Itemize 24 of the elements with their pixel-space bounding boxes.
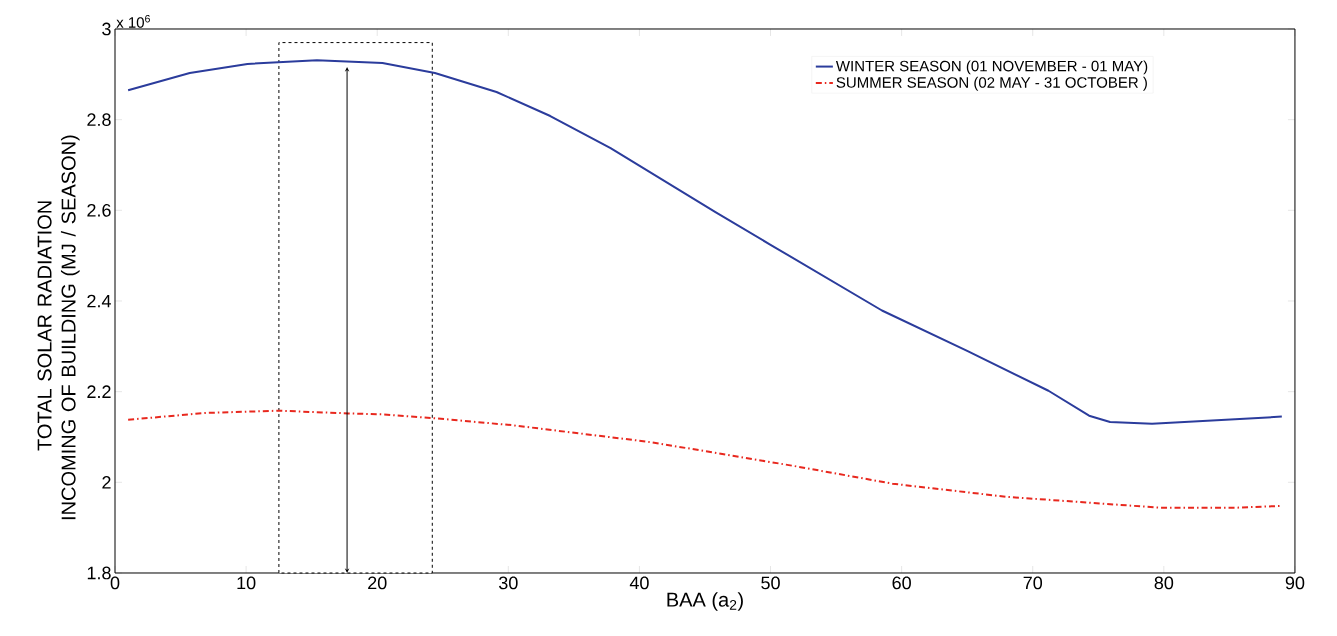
x-tick-label: 0 xyxy=(110,576,120,590)
x-tick-label: 60 xyxy=(892,576,911,590)
legend-label: SUMMER SEASON (02 MAY - 31 OCTOBER ) xyxy=(836,76,1147,91)
y-tick-label: 2.6 xyxy=(87,203,111,217)
y-axis-title: TOTAL SOLAR RADIATION INCOMING OF BUILDING (MJ / SEASON) xyxy=(37,135,80,520)
legend-label: WINTER SEASON (01 NOVEMBER - 01 MAY) xyxy=(835,60,1148,75)
y-tick-label: 2.2 xyxy=(87,385,111,398)
x-tick-label: 30 xyxy=(499,576,518,590)
line-series xyxy=(127,59,1283,425)
y-tick-label: 1.8 xyxy=(87,566,111,580)
x-tick-label: 70 xyxy=(1023,576,1043,590)
x-tick-label: 40 xyxy=(629,576,649,590)
x-axis-title: BAA (a$_{2}$) xyxy=(667,592,743,611)
x-tick-label: 20 xyxy=(368,576,387,590)
x-tick-label: 80 xyxy=(1154,576,1174,590)
text: x 10$^{6}$ xyxy=(116,15,150,28)
line-series xyxy=(127,409,1283,509)
y-tick-label: 2 xyxy=(102,476,111,489)
y-tick-label: 3 xyxy=(102,22,111,36)
x-tick-label: 50 xyxy=(761,576,780,590)
y-tick-label: 2.8 xyxy=(87,113,111,127)
x-tick-label: 90 xyxy=(1285,576,1305,590)
y-tick-label: 2.4 xyxy=(87,294,111,308)
x-tick-label: 10 xyxy=(237,576,256,590)
